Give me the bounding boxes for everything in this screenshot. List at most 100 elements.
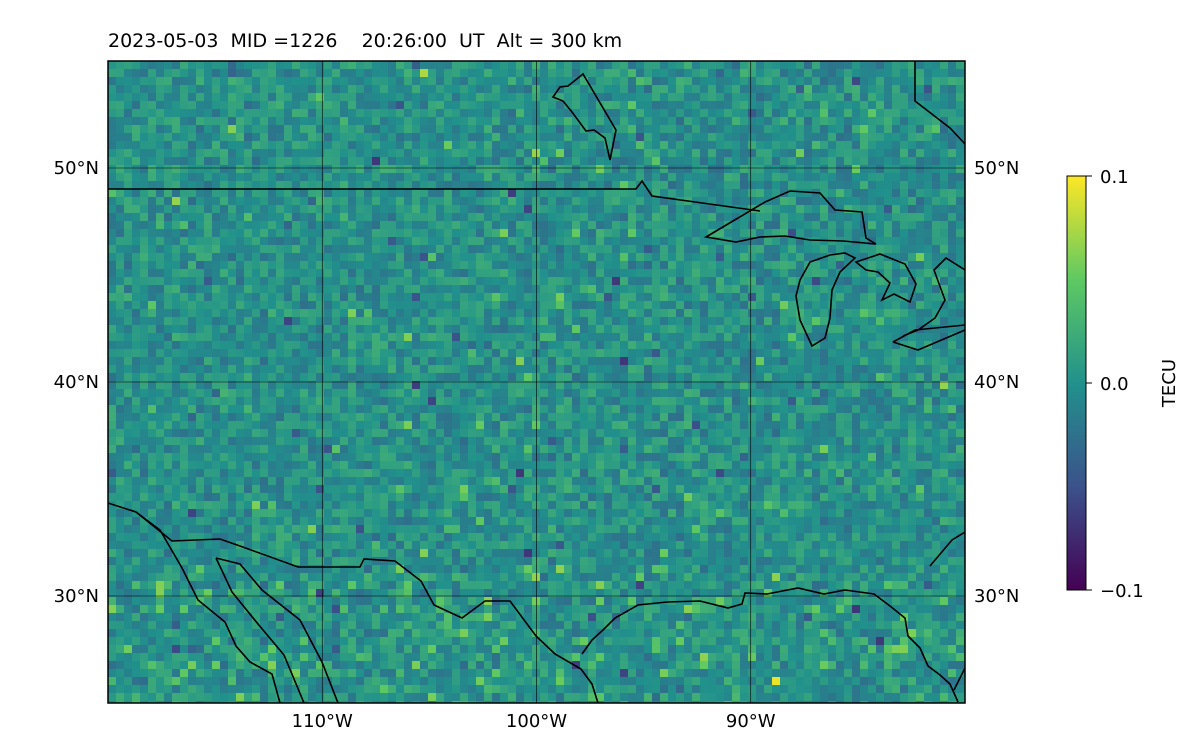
- heatmap-cell: [540, 349, 549, 358]
- heatmap-cell: [460, 333, 469, 342]
- heatmap-cell: [340, 373, 349, 382]
- heatmap-cell: [332, 189, 341, 198]
- heatmap-cell: [828, 125, 837, 134]
- heatmap-cell: [844, 325, 853, 334]
- heatmap-cell: [196, 397, 205, 406]
- heatmap-cell: [148, 365, 157, 374]
- heatmap-cell: [676, 317, 685, 326]
- heatmap-cell: [596, 301, 605, 310]
- heatmap-cell: [332, 349, 341, 358]
- heatmap-cell: [156, 237, 165, 246]
- heatmap-cell: [732, 269, 741, 278]
- heatmap-cell: [388, 85, 397, 94]
- heatmap-cell: [900, 389, 909, 398]
- heatmap-cell: [572, 141, 581, 150]
- heatmap-cell: [628, 397, 637, 406]
- heatmap-cell: [820, 317, 829, 326]
- heatmap-cell: [628, 61, 637, 70]
- heatmap-cell: [204, 341, 213, 350]
- heatmap-cell: [868, 77, 877, 86]
- heatmap-cell: [500, 125, 509, 134]
- heatmap-cell: [380, 413, 389, 422]
- heatmap-cell: [148, 133, 157, 142]
- heatmap-cell: [292, 213, 301, 222]
- heatmap-cell: [172, 341, 181, 350]
- heatmap-cell: [660, 181, 669, 190]
- heatmap-cell: [204, 389, 213, 398]
- heatmap-cell: [748, 349, 757, 358]
- heatmap-cell: [460, 61, 469, 70]
- heatmap-cell: [292, 309, 301, 318]
- heatmap-cell: [708, 165, 717, 174]
- heatmap-cell: [508, 205, 517, 214]
- heatmap-cell: [444, 285, 453, 294]
- heatmap-cell: [260, 93, 269, 102]
- heatmap-cell: [708, 381, 717, 390]
- heatmap-cell: [500, 93, 509, 102]
- heatmap-cell: [388, 189, 397, 198]
- heatmap-cell: [820, 413, 829, 422]
- heatmap-cell: [364, 157, 373, 166]
- heatmap-cell: [388, 173, 397, 182]
- heatmap-cell: [644, 101, 653, 110]
- heatmap-cell: [476, 213, 485, 222]
- heatmap-cell: [796, 125, 805, 134]
- heatmap-cell: [740, 133, 749, 142]
- heatmap-cell: [524, 405, 533, 414]
- heatmap-cell: [356, 141, 365, 150]
- heatmap-cell: [564, 173, 573, 182]
- heatmap-cell: [132, 61, 141, 70]
- heatmap-cell: [692, 269, 701, 278]
- heatmap-cell: [116, 197, 125, 206]
- heatmap-cell: [908, 333, 917, 342]
- heatmap-cell: [460, 133, 469, 142]
- heatmap-cell: [812, 349, 821, 358]
- heatmap-cell: [132, 405, 141, 414]
- heatmap-cell: [460, 389, 469, 398]
- heatmap-cell: [772, 277, 781, 286]
- heatmap-cell: [300, 213, 309, 222]
- heatmap-cell: [332, 101, 341, 110]
- heatmap-cell: [276, 181, 285, 190]
- heatmap-cell: [180, 261, 189, 270]
- heatmap-cell: [180, 165, 189, 174]
- heatmap-cell: [788, 189, 797, 198]
- heatmap-cell: [228, 125, 237, 134]
- heatmap-cell: [388, 357, 397, 366]
- heatmap-cell: [524, 197, 533, 206]
- heatmap-cell: [420, 181, 429, 190]
- heatmap-cell: [292, 101, 301, 110]
- heatmap-cell: [196, 317, 205, 326]
- heatmap-cell: [604, 317, 613, 326]
- heatmap-cell: [596, 285, 605, 294]
- heatmap-cell: [724, 117, 733, 126]
- heatmap-cell: [276, 157, 285, 166]
- heatmap-cell: [404, 77, 413, 86]
- heatmap-cell: [508, 413, 517, 422]
- heatmap-cell: [332, 157, 341, 166]
- heatmap-cell: [740, 245, 749, 254]
- heatmap-cell: [148, 77, 157, 86]
- heatmap-cell: [948, 333, 957, 342]
- heatmap-cell: [188, 429, 197, 438]
- heatmap-cell: [804, 277, 813, 286]
- heatmap-cell: [620, 341, 629, 350]
- heatmap-cell: [412, 357, 421, 366]
- heatmap-cell: [540, 149, 549, 158]
- heatmap-cell: [580, 285, 589, 294]
- heatmap-cell: [228, 381, 237, 390]
- heatmap-cell: [644, 277, 653, 286]
- heatmap-cell: [708, 237, 717, 246]
- heatmap-cell: [852, 61, 861, 70]
- heatmap-cell: [340, 197, 349, 206]
- heatmap-cell: [764, 237, 773, 246]
- heatmap-cell: [276, 117, 285, 126]
- heatmap-cell: [628, 237, 637, 246]
- heatmap-cell: [268, 349, 277, 358]
- heatmap-cell: [836, 413, 845, 422]
- heatmap-cell: [548, 237, 557, 246]
- heatmap-cell: [324, 245, 333, 254]
- heatmap-cell: [396, 221, 405, 230]
- heatmap-cell: [108, 317, 117, 326]
- heatmap-cell: [788, 341, 797, 350]
